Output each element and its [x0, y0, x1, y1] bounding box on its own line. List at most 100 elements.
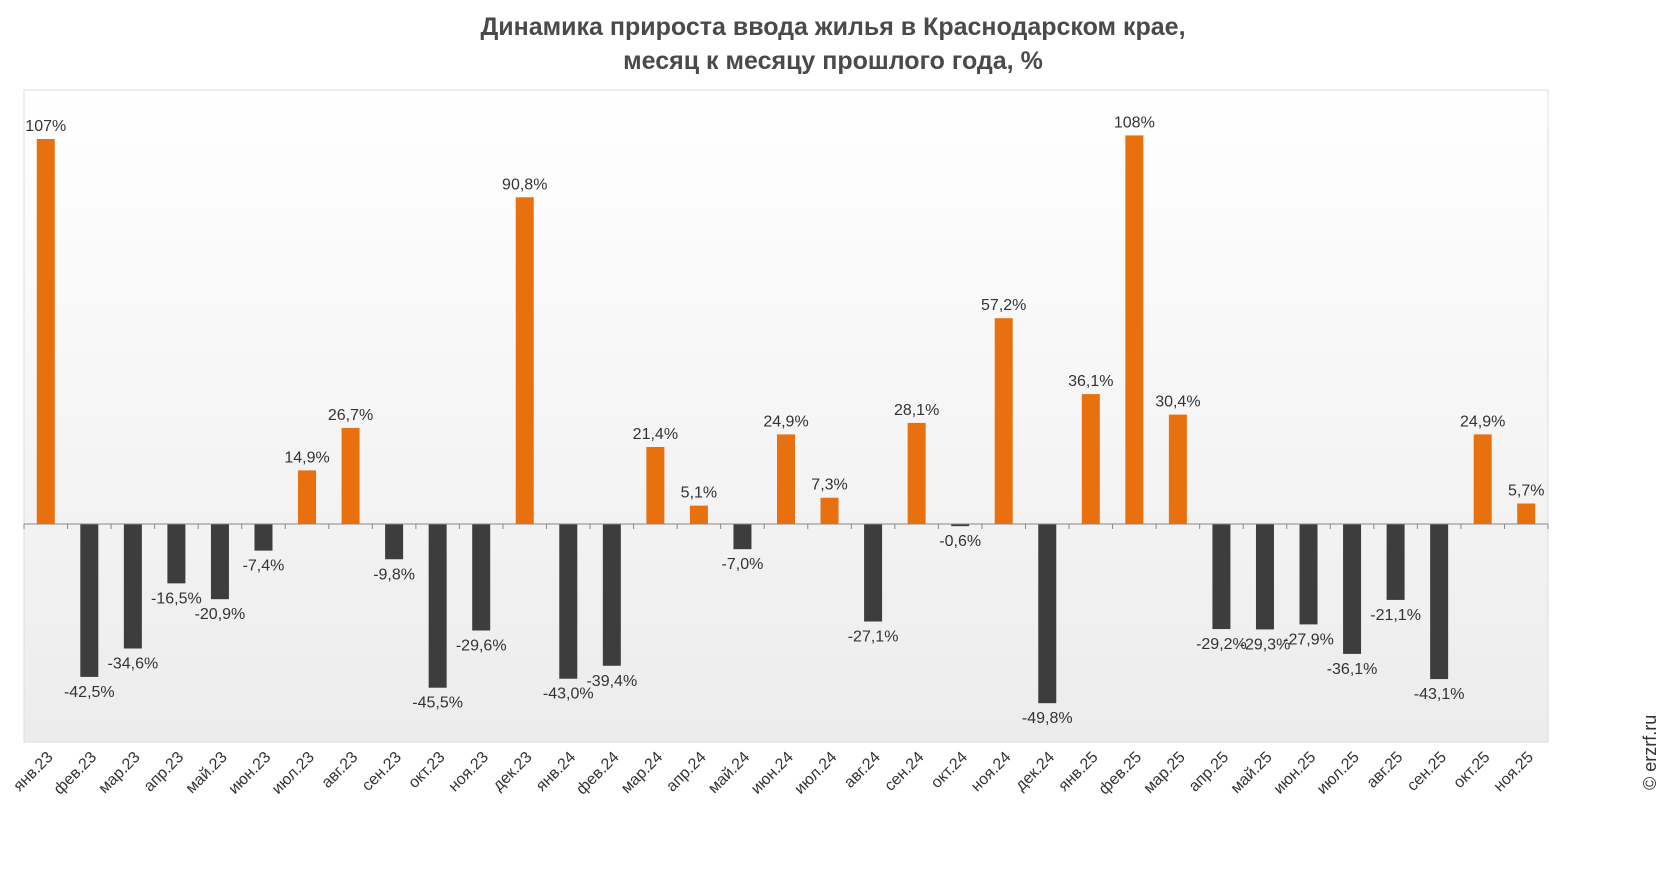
x-tick-label-окт.23: окт.23	[405, 749, 448, 792]
x-tick-label-фев.23: фев.23	[51, 749, 100, 798]
x-tick-label-янв.23: янв.23	[10, 749, 56, 795]
x-tick-label-фев.25: фев.25	[1096, 749, 1145, 798]
bar-окт.24	[951, 524, 970, 527]
bar-июл.25	[1343, 524, 1362, 654]
x-tick-label-апр.24: апр.24	[663, 749, 710, 796]
data-label-май.23: -20,9%	[195, 606, 246, 623]
bar-янв.23	[36, 139, 55, 524]
bar-авг.25	[1386, 524, 1405, 600]
x-tick-label-июн.25: июн.25	[1271, 749, 1320, 798]
data-label-окт.23: -45,5%	[412, 695, 463, 712]
data-label-авг.25: -21,1%	[1370, 607, 1421, 624]
bar-фев.25	[1125, 135, 1144, 525]
data-label-сен.23: -9,8%	[373, 566, 415, 583]
x-tick-label-ноя.24: ноя.24	[968, 749, 1014, 795]
bar-авг.24	[864, 524, 883, 622]
x-tick-label-окт.24: окт.24	[928, 749, 971, 792]
source-credit: © erzrf.ru	[1640, 714, 1660, 790]
x-tick-label-апр.23: апр.23	[141, 749, 188, 796]
data-label-июн.25: -27,9%	[1283, 631, 1334, 648]
x-tick-label-апр.25: апр.25	[1186, 749, 1233, 796]
x-tick-label-июн.24: июн.24	[748, 749, 797, 798]
bar-апр.24	[689, 505, 708, 524]
data-label-авг.23: 26,7%	[328, 407, 373, 424]
data-label-окт.25: 24,9%	[1460, 413, 1505, 430]
data-label-апр.23: -16,5%	[151, 590, 202, 607]
data-label-май.25: -29,3%	[1240, 636, 1291, 653]
bar-мар.23	[123, 524, 142, 649]
x-tick-label-сен.23: сен.23	[359, 749, 405, 795]
bar-сен.25	[1430, 524, 1449, 680]
data-label-апр.24: 5,1%	[681, 485, 717, 502]
data-label-фев.24: -39,4%	[586, 673, 637, 690]
data-label-дек.23: 90,8%	[502, 176, 547, 193]
data-label-апр.25: -29,2%	[1196, 636, 1247, 653]
data-label-сен.24: 28,1%	[894, 402, 939, 419]
x-tick-label-мар.25: мар.25	[1141, 749, 1189, 797]
bar-авг.23	[341, 427, 360, 524]
bar-дек.23	[515, 197, 534, 524]
bar-окт.23	[428, 524, 447, 688]
bar-ноя.24	[994, 318, 1013, 524]
bar-июн.25	[1299, 524, 1318, 625]
x-tick-label-ноя.25: ноя.25	[1491, 749, 1537, 795]
bar-сен.24	[907, 422, 926, 524]
x-tick-label-янв.24: янв.24	[533, 749, 579, 795]
x-tick-label-ноя.23: ноя.23	[446, 749, 492, 795]
data-label-мар.23: -34,6%	[108, 655, 159, 672]
x-tick-label-мар.24: мар.24	[618, 749, 666, 797]
bar-янв.25	[1081, 394, 1100, 524]
bar-мар.25	[1168, 414, 1187, 524]
x-tick-label-фев.24: фев.24	[573, 749, 622, 798]
plot-area	[23, 89, 1549, 743]
data-label-ноя.24: 57,2%	[981, 297, 1026, 314]
data-label-фев.23: -42,5%	[64, 684, 115, 701]
data-label-мар.24: 21,4%	[633, 426, 678, 443]
bar-окт.25	[1473, 434, 1492, 524]
bar-сен.23	[385, 524, 404, 560]
bar-май.23	[210, 524, 229, 600]
chart-title-line-1: Динамика прироста ввода жилья в Краснода…	[480, 13, 1186, 41]
bar-июл.24	[820, 497, 839, 524]
data-label-сен.25: -43,1%	[1414, 686, 1465, 703]
x-tick-label-авг.23: авг.23	[319, 749, 362, 792]
x-tick-label-май.25: май.25	[1228, 749, 1276, 797]
bar-апр.23	[167, 524, 186, 584]
data-label-май.24: -7,0%	[722, 556, 764, 573]
x-tick-label-окт.25: окт.25	[1450, 749, 1493, 792]
chart-title-line-2: месяц к месяцу прошлого года, %	[623, 47, 1043, 75]
x-tick-label-авг.25: авг.25	[1364, 749, 1407, 792]
x-tick-label-июн.23: июн.23	[226, 749, 275, 798]
data-label-дек.24: -49,8%	[1022, 710, 1073, 727]
x-tick-label-май.23: май.23	[183, 749, 231, 797]
chart-title: Динамика прироста ввода жилья в Краснода…	[0, 10, 1666, 78]
data-label-ноя.23: -29,6%	[456, 638, 507, 655]
bar-фев.24	[602, 524, 621, 666]
bar-ноя.25	[1517, 503, 1536, 524]
data-label-июн.24: 24,9%	[763, 413, 808, 430]
x-tick-label-авг.24: авг.24	[841, 749, 884, 792]
bar-июл.23	[298, 470, 317, 524]
bar-мар.24	[646, 447, 665, 524]
bar-июн.23	[254, 524, 273, 551]
x-tick-label-янв.25: янв.25	[1055, 749, 1101, 795]
x-tick-label-сен.24: сен.24	[882, 749, 928, 795]
x-tick-label-дек.23: дек.23	[490, 749, 536, 795]
bar-фев.23	[80, 524, 99, 677]
data-label-фев.25: 108%	[1114, 114, 1155, 131]
x-tick-label-июл.24: июл.24	[791, 749, 840, 798]
data-label-июл.24: 7,3%	[811, 477, 847, 494]
x-tick-label-сен.25: сен.25	[1404, 749, 1450, 795]
data-label-авг.24: -27,1%	[848, 629, 899, 646]
bar-май.25	[1255, 524, 1274, 630]
x-tick-label-мар.23: мар.23	[96, 749, 144, 797]
data-label-июл.23: 14,9%	[284, 449, 329, 466]
x-tick-label-июл.23: июл.23	[269, 749, 318, 798]
bar-апр.25	[1212, 524, 1231, 630]
bar-янв.24	[559, 524, 578, 679]
data-label-июл.25: -36,1%	[1327, 661, 1378, 678]
data-label-июн.23: -7,4%	[243, 558, 285, 575]
x-tick-label-дек.24: дек.24	[1012, 749, 1058, 795]
data-label-янв.25: 36,1%	[1068, 373, 1113, 390]
